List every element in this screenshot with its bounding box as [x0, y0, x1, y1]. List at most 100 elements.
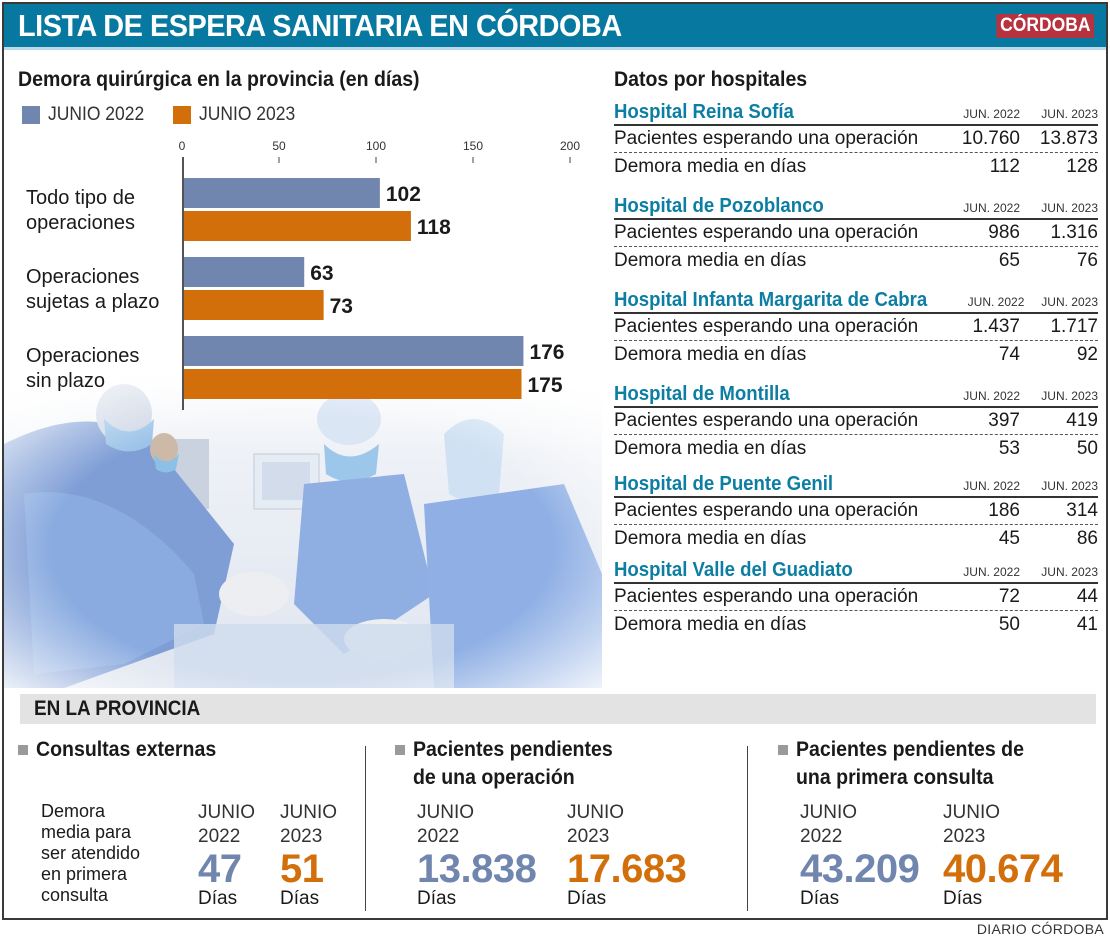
table-row-delay: Demora media en días 50 41 [614, 611, 1098, 638]
cell-value-2023: 50 [1076, 437, 1098, 459]
stat-unit: Días [943, 888, 983, 909]
stat-period-label: JUNIO [417, 802, 474, 823]
hospital-block: Hospital Valle del Guadiato JUN. 2022 JUN.… [614, 558, 1098, 638]
consultas-stat-2022: JUNIO 2022 47 Días [198, 801, 255, 909]
stat-period-label: 2023 [943, 826, 986, 847]
cell-value-2023: 1.717 [1050, 316, 1098, 337]
hospital-block: Hospital Reina Sofía JUN. 2022 JUN. 2023 Pa… [614, 100, 1098, 180]
table-row-delay: Demora media en días 74 92 [614, 341, 1098, 368]
surgery-photo [4, 374, 602, 688]
hospital-list: Hospital Reina Sofía JUN. 2022 JUN. 2023 Pa… [614, 100, 1098, 638]
category-label: Operaciones sin plazo [26, 345, 139, 392]
column-header-2022: JUN. 2022 [963, 201, 1020, 215]
operacion-title-line: Pacientes pendientes [413, 738, 613, 761]
row-label: Demora media en días [614, 249, 807, 271]
hospital-header: Hospital de Montilla JUN. 2022 JUN. 2023 [614, 382, 1098, 408]
column-header-2022: JUN. 2022 [963, 479, 1020, 493]
bar-value-label: 73 [330, 295, 353, 318]
table-row-patients: Pacientes esperando una operación 186 314 [614, 498, 1098, 525]
stat-value: 13.838 [417, 847, 537, 891]
hospital-block: Hospital de Pozoblanco JUN. 2022 JUN. 2023… [614, 194, 1098, 274]
row-label: Demora media en días [614, 155, 807, 177]
legend-item-2023: JUNIO 2023 [172, 104, 304, 126]
legend-item-2022: JUNIO 2022 [22, 104, 153, 126]
surgery-photo-illustration [4, 374, 602, 688]
cell-value-2022: 186 [988, 500, 1020, 521]
bar-2023 [184, 290, 324, 320]
row-label: Pacientes esperando una operación [614, 586, 919, 607]
bar-value-label: 63 [310, 262, 333, 285]
table-row-delay: Demora media en días 65 76 [614, 247, 1098, 274]
bar-value-label: 175 [528, 374, 563, 397]
description-line: ser atendido [41, 843, 141, 863]
hospital-name: Hospital de Montilla [614, 383, 790, 405]
column-header-2023: JUN. 2023 [1041, 389, 1098, 403]
x-tick-label: 200 [560, 139, 580, 153]
row-label: Pacientes esperando una operación [614, 128, 919, 149]
cell-value-2023: 92 [1076, 343, 1098, 365]
hospital-block: Hospital de Montilla JUN. 2022 JUN. 2023 Pa… [614, 382, 1098, 462]
table-row-patients: Pacientes esperando una operación 986 1.31… [614, 220, 1098, 247]
section-divider [365, 746, 366, 911]
consultas-section: Consultas externas [18, 736, 230, 764]
stat-period-label: JUNIO [943, 802, 1000, 823]
table-row-patients: Pacientes esperando una operación 10.760 1… [614, 126, 1098, 153]
table-row-delay: Demora media en días 112 128 [614, 153, 1098, 180]
cell-value-2023: 44 [1076, 586, 1098, 607]
primera-consulta-title-line: una primera consulta [796, 766, 994, 789]
hospital-header: Hospital Reina Sofía JUN. 2022 JUN. 2023 [614, 100, 1098, 126]
cell-value-2023: 314 [1066, 500, 1098, 521]
bar-value-label: 176 [529, 341, 564, 364]
stat-value: 40.674 [943, 847, 1063, 891]
square-bullet-icon [18, 745, 28, 755]
row-label: Pacientes esperando una operación [614, 222, 919, 243]
hospital-header: Hospital Valle del Guadiato JUN. 2022 JUN.… [614, 558, 1098, 584]
description-line: consulta [41, 885, 109, 905]
cell-value-2023: 76 [1076, 249, 1098, 271]
bar-2023 [184, 369, 522, 399]
hospital-name: Hospital Infanta Margarita de Cabra [614, 289, 928, 311]
hospital-name: Hospital de Pozoblanco [614, 195, 824, 217]
cell-value-2023: 419 [1066, 410, 1098, 431]
row-label: Demora media en días [614, 613, 807, 635]
column-header-2022: JUN. 2022 [963, 107, 1020, 121]
stat-value: 17.683 [567, 847, 687, 891]
cell-value-2022: 72 [998, 586, 1020, 607]
bar-value-label: 102 [386, 183, 421, 206]
hospital-block: Hospital Infanta Margarita de Cabra JUN. … [614, 288, 1098, 368]
operacion-section: Pacientes pendientes de una operación [395, 736, 628, 792]
stat-value: 47 [198, 847, 242, 891]
cell-value-2023: 86 [1076, 527, 1098, 549]
consultas-title: Consultas externas [36, 738, 217, 761]
cell-value-2022: 65 [998, 249, 1020, 271]
legend-swatch-2022 [22, 106, 40, 124]
primera-consulta-section: Pacientes pendientes de una primera cons… [778, 736, 1041, 792]
category-label-line: Operaciones [26, 266, 139, 288]
operacion-stat-2022: JUNIO 2022 13.838 Días [417, 801, 537, 909]
stat-period-label: JUNIO [567, 802, 624, 823]
hospital-header: Hospital de Puente Genil JUN. 2022 JUN. 20… [614, 472, 1098, 498]
stat-unit: Días [567, 888, 607, 909]
primera-consulta-heading: Pacientes pendientes de una primera cons… [778, 736, 1041, 792]
table-row-patients: Pacientes esperando una operación 72 44 [614, 584, 1098, 611]
x-tick-label: 50 [272, 139, 286, 153]
stat-value: 43.209 [800, 847, 920, 891]
stat-unit: Días [198, 888, 238, 909]
operacion-heading: Pacientes pendientes de una operación [395, 736, 628, 792]
cell-value-2023: 13.873 [1039, 128, 1098, 149]
cell-value-2022: 986 [988, 222, 1020, 243]
category-label-line: sujetas a plazo [26, 291, 159, 313]
cell-value-2022: 1.437 [972, 316, 1020, 337]
hospital-header: Hospital de Pozoblanco JUN. 2022 JUN. 2023 [614, 194, 1098, 220]
bar-2022 [184, 336, 524, 366]
stat-period-label: 2022 [417, 826, 460, 847]
province-banner: EN LA PROVINCIA [20, 694, 1096, 724]
hospital-name: Hospital de Puente Genil [614, 473, 834, 495]
chart-legend: JUNIO 2022 JUNIO 2023 [22, 104, 323, 126]
stat-unit: Días [800, 888, 840, 909]
x-tick-label: 100 [366, 139, 386, 153]
row-label: Pacientes esperando una operación [614, 410, 919, 431]
bar-chart: 0 50 100 150 200 102 118 Todo tipo de operacione… [26, 139, 580, 410]
hospital-block: Hospital de Puente Genil JUN. 2022 JUN. 20… [614, 472, 1098, 552]
row-label: Pacientes esperando una operación [614, 316, 919, 337]
